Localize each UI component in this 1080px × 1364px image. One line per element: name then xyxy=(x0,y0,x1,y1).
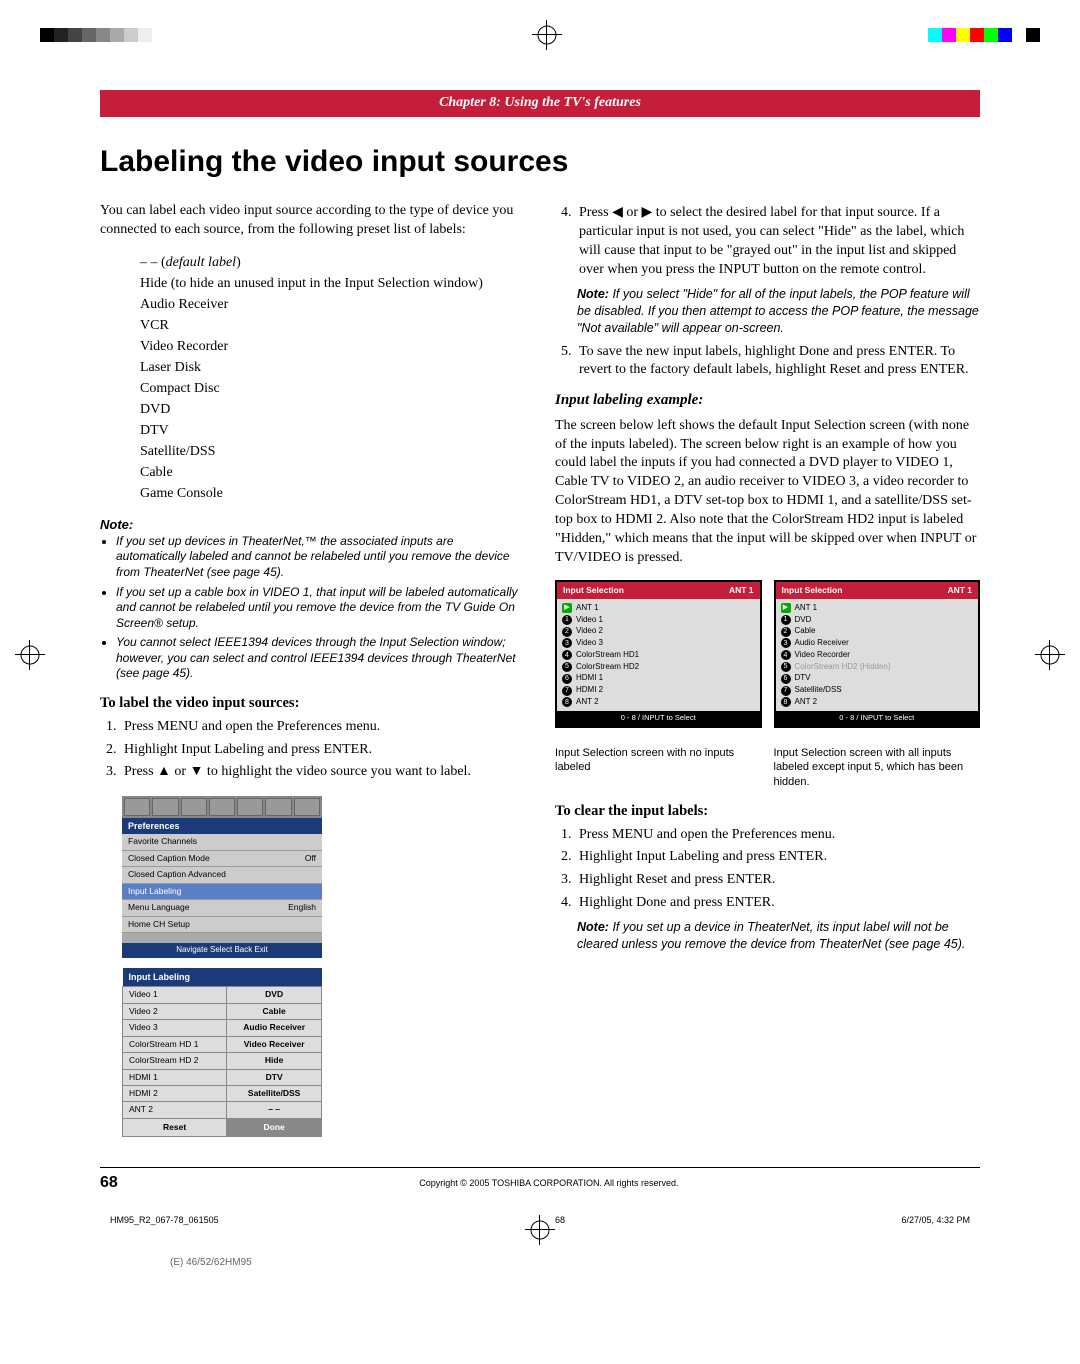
tv-screen-default: Input SelectionANT 1 ▶ANT 11Video 12Vide… xyxy=(555,580,762,728)
clear-steps: Press MENU and open the Preferences menu… xyxy=(575,826,980,914)
label-steps: Press MENU and open the Preferences menu… xyxy=(120,718,525,783)
note-heading: Note: xyxy=(100,516,525,534)
example-heading: Input labeling example: xyxy=(555,390,980,410)
input-labeling-table: Input Labeling Video 1DVDVideo 2CableVid… xyxy=(122,968,322,1137)
caption-2: Input Selection screen with all inputs l… xyxy=(774,746,981,791)
page-title: Labeling the video input sources xyxy=(100,142,980,183)
crosshair-right xyxy=(1035,640,1065,670)
step-5: To save the new input labels, highlight … xyxy=(575,343,980,381)
example-text: The screen below left shows the default … xyxy=(555,417,980,568)
caption-1: Input Selection screen with no inputs la… xyxy=(555,746,762,791)
clear-heading: To clear the input labels: xyxy=(555,802,980,822)
crosshair-bottom xyxy=(525,1215,555,1245)
note-clear: Note: If you set up a device in TheaterN… xyxy=(577,919,980,953)
page-footer: 68 Copyright © 2005 TOSHIBA CORPORATION.… xyxy=(100,1167,980,1194)
model-number: (E) 46/52/62HM95 xyxy=(170,1256,980,1270)
label-steps-heading: To label the video input sources: xyxy=(100,694,525,714)
preferences-menu: Preferences Favorite ChannelsClosed Capt… xyxy=(122,796,322,958)
crosshair-left xyxy=(15,640,45,670)
steps-right: Press ◀ or ▶ to select the desired label… xyxy=(575,202,980,280)
page-number: 68 xyxy=(100,1172,118,1194)
labels-list: – – (default label) Hide (to hide an unu… xyxy=(140,252,525,504)
crosshair-top xyxy=(532,20,562,50)
crop-marks-top xyxy=(0,20,1080,50)
tv-screen-labeled: Input SelectionANT 1 ▶ANT 11DVD2Cable3Au… xyxy=(774,580,981,728)
intro-text: You can label each video input source ac… xyxy=(100,202,525,240)
copyright: Copyright © 2005 TOSHIBA CORPORATION. Al… xyxy=(419,1177,678,1189)
note-list: If you set up devices in TheaterNet,™ th… xyxy=(108,534,525,682)
note-step4: Note: If you select "Hide" for all of th… xyxy=(577,286,980,337)
tv-screens: Input SelectionANT 1 ▶ANT 11Video 12Vide… xyxy=(555,580,980,728)
chapter-header: Chapter 8: Using the TV's features xyxy=(100,90,980,117)
